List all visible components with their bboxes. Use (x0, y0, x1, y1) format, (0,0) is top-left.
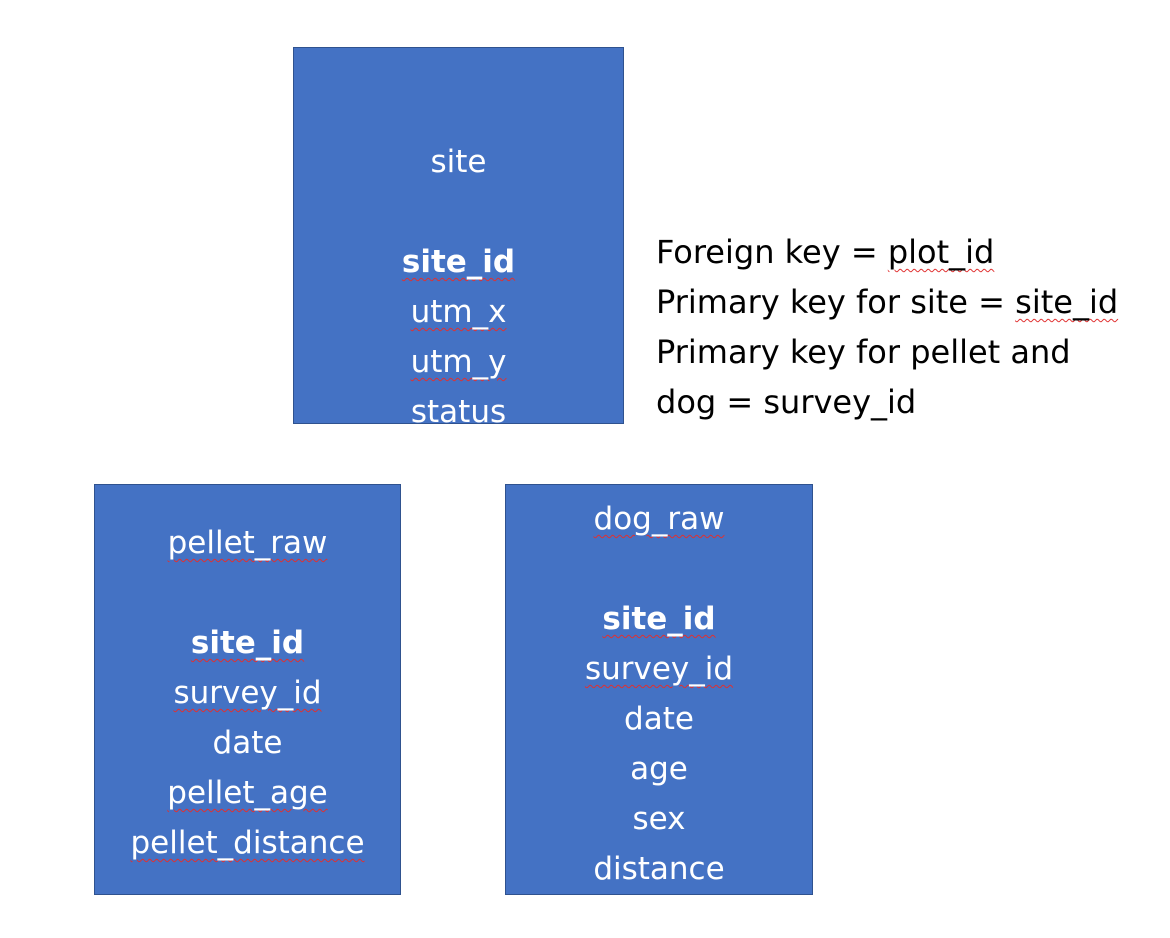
dog-field-age: age (630, 751, 688, 787)
site-table: site site_id utm_x utm_y status (293, 47, 624, 430)
dog-field-distance: distance (593, 851, 725, 887)
site-field-utm-x: utm_x (410, 294, 507, 330)
note-foreign-key: Foreign key = plot_id (656, 227, 1118, 277)
pellet-field-survey-id: survey_id (173, 675, 322, 711)
site-field-site-id: site_id (401, 244, 516, 280)
dog-table-title: dog_raw (593, 501, 725, 537)
pellet-raw-table: pellet_raw site_id survey_id date pellet… (94, 484, 401, 895)
site-table-spacer (294, 187, 623, 237)
dog-field-survey-id: survey_id (584, 651, 734, 687)
note-primary-key-pellet: Primary key for pellet and (656, 333, 1071, 371)
dog-field-site-id: site_id (602, 601, 716, 637)
pellet-field-date: date (212, 725, 283, 761)
pellet-table-title: pellet_raw (167, 525, 328, 561)
site-field-status: status (410, 394, 507, 430)
pellet-field-pellet-age: pellet_age (167, 775, 328, 811)
pellet-field-pellet-distance: pellet_distance (130, 825, 365, 861)
note-primary-key-site: Primary key for site = site_id (656, 277, 1118, 327)
dog-field-sex: sex (632, 801, 686, 837)
pellet-field-site-id: site_id (190, 625, 305, 661)
site-field-utm-y: utm_y (410, 344, 507, 380)
note-primary-key-site-label: Primary key for site = (656, 283, 1016, 321)
dog-field-date: date (624, 701, 694, 737)
note-primary-key-dog: dog = survey_id (656, 383, 917, 421)
note-foreign-key-value: plot_id (887, 233, 995, 271)
dog-raw-table: dog_raw site_id survey_id date age sex d… (505, 484, 813, 895)
note-primary-key-site-value: site_id (1015, 283, 1119, 321)
site-table-title: site (430, 144, 487, 180)
note-foreign-key-label: Foreign key = (656, 233, 888, 271)
pellet-table-spacer (95, 568, 400, 618)
dog-table-spacer (506, 544, 812, 594)
key-notes: Foreign key = plot_id Primary key for si… (656, 227, 1118, 427)
